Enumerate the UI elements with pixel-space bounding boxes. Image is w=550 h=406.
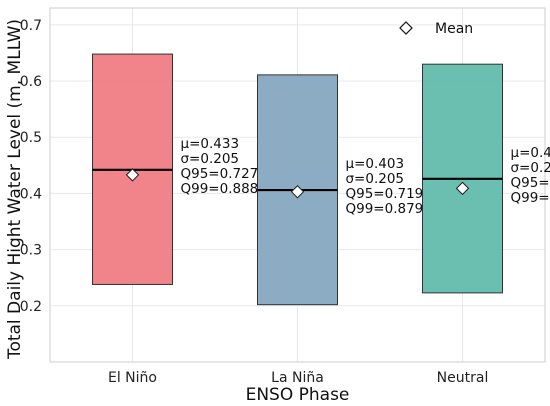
mean-marker (125, 168, 140, 182)
x-axis-label: ENSO Phase (246, 385, 350, 405)
x-ticks: El Niño La Niña Neutral (108, 370, 488, 386)
mean-marker (455, 181, 470, 196)
stat-label: Q95=0.727 (181, 166, 259, 182)
plot-frame (49, 7, 546, 363)
y-tick-label: 0.4 (20, 186, 42, 202)
stat-label: σ=0.205 (346, 171, 405, 187)
stat-label: Q99=0.879 (346, 201, 424, 217)
y-tick-label: 0.2 (20, 299, 42, 315)
y-ticks: 0.2 0.3 0.4 0.5 0.6 0.7 (20, 18, 42, 315)
y-tick-label: 0.5 (20, 130, 42, 146)
legend: Mean (399, 21, 473, 37)
stat-label: μ=0.403 (346, 156, 405, 172)
bars: μ=0.433σ=0.205Q95=0.727Q99=0.888μ=0.403σ… (92, 53, 550, 306)
legend-mean-diamond-icon (399, 21, 413, 35)
stat-label: Q99=0.888 (181, 181, 259, 197)
stat-label: μ=0.409 (511, 145, 550, 161)
mean-marker (290, 185, 305, 199)
stat-label: Q99=0.894 (511, 190, 550, 206)
x-tick-label: El Niño (108, 370, 157, 386)
stat-label: Q95=0.746 (511, 175, 550, 191)
legend-mean-label: Mean (435, 21, 473, 37)
stat-label: σ=0.203 (511, 160, 550, 176)
x-tick-label: La Niña (271, 370, 324, 386)
y-tick-label: 0.7 (20, 18, 42, 34)
stat-label: Q95=0.719 (346, 186, 424, 202)
bar-group: μ=0.409σ=0.203Q95=0.746Q99=0.894 (422, 63, 550, 294)
x-tick-label: Neutral (437, 370, 489, 386)
stat-label: σ=0.205 (181, 151, 240, 167)
y-tick-label: 0.3 (20, 243, 42, 259)
y-tick-label: 0.6 (20, 74, 42, 90)
y-axis-label: Total Daily Hight Water Level (m, MLLW) (5, 19, 25, 360)
stat-label: μ=0.433 (181, 136, 240, 152)
